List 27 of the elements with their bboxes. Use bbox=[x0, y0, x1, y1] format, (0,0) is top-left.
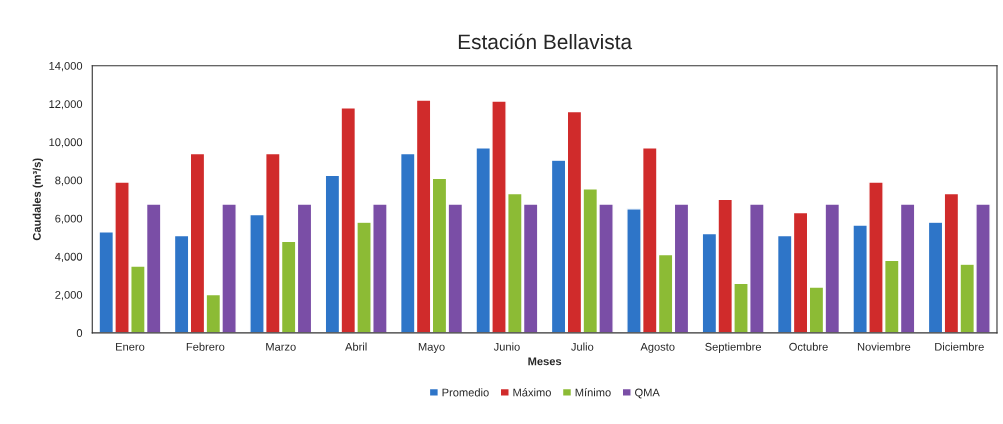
y-tick-label: 6,000 bbox=[55, 214, 83, 224]
x-tick-label: Agosto bbox=[640, 342, 675, 353]
y-axis-title: Caudales (m³/s) bbox=[32, 158, 44, 241]
x-axis-title: Meses bbox=[528, 357, 562, 366]
legend-label: Promedio bbox=[442, 388, 489, 397]
x-tick-label: Diciembre bbox=[935, 342, 984, 351]
y-tick-label: 0 bbox=[76, 329, 83, 337]
x-tick-label: Febrero bbox=[186, 342, 225, 351]
legend-label: QMA bbox=[635, 388, 660, 399]
y-tick-label: 12,000 bbox=[49, 100, 83, 110]
x-tick-label: Julio bbox=[571, 342, 594, 351]
y-tick-label: 8,000 bbox=[55, 176, 83, 186]
x-tick-label: Junio bbox=[493, 342, 520, 351]
x-tick-label: Abril bbox=[345, 342, 367, 351]
y-tick-label: 2,000 bbox=[55, 290, 83, 301]
x-tick-label: Septiembre bbox=[705, 342, 762, 353]
y-tick-label: 14,000 bbox=[49, 61, 83, 72]
x-tick-label: Mayo bbox=[418, 342, 445, 353]
y-tick-label: 10,000 bbox=[49, 138, 83, 148]
legend-label: Mínimo bbox=[575, 388, 611, 397]
x-tick-label: Noviembre bbox=[857, 342, 911, 351]
legend-label: Máximo bbox=[513, 388, 551, 397]
x-tick-label: Octubre bbox=[789, 342, 828, 351]
x-tick-label: Enero bbox=[116, 342, 145, 351]
chart-title: Estación Bellavista bbox=[458, 33, 633, 50]
x-tick-label: Marzo bbox=[266, 342, 296, 351]
y-tick-label: 4,000 bbox=[55, 252, 83, 262]
